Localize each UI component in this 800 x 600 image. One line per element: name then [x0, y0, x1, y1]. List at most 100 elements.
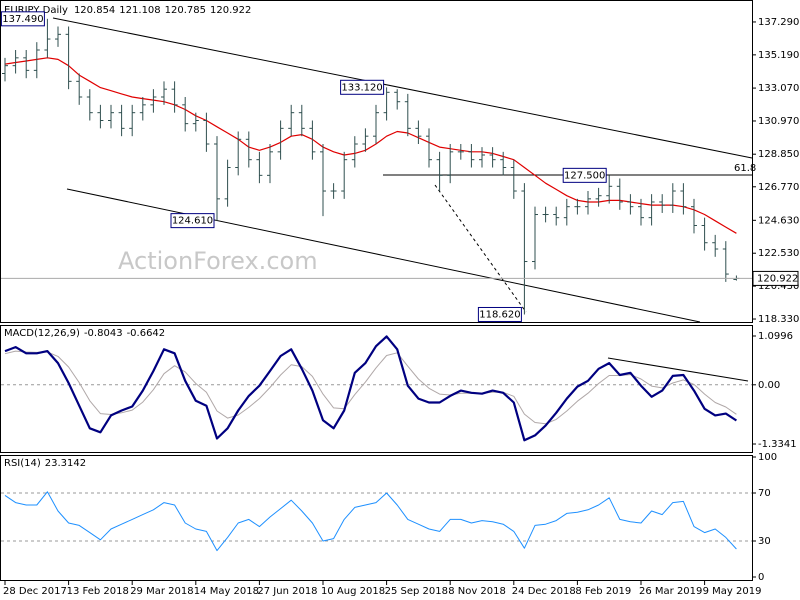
ohlc-bar: [606, 175, 613, 204]
moving-average: [4, 57, 737, 234]
ohlc-bar: [457, 144, 464, 160]
low: 120.785: [165, 5, 206, 16]
ohlc-bar: [192, 112, 199, 132]
price-tag-label: 120.922: [757, 273, 798, 284]
ohlc-bar: [12, 50, 19, 74]
ohlc-bar: [65, 26, 72, 90]
y-tick-label: 137.290: [758, 17, 799, 28]
ohlc-bar: [351, 136, 358, 168]
y-tick-label: 0: [758, 572, 764, 583]
channel-line: [66, 188, 701, 323]
ohlc-bar: [447, 144, 454, 184]
y-tick-label: 120.430: [758, 281, 799, 292]
ohlc-bar: [298, 104, 305, 137]
ohlc-bar: [648, 194, 655, 226]
ohlc-bar: [542, 206, 549, 223]
ohlc-bar: [574, 198, 581, 215]
y-tick-label: 0.00: [758, 380, 780, 391]
annotation-box: [340, 79, 385, 95]
ohlc-bar: [415, 120, 422, 145]
ohlc-bar: [214, 136, 220, 221]
ohlc-bar: [701, 217, 708, 251]
ohlc-bar: [288, 104, 295, 137]
y-tick-label: 126.770: [758, 182, 799, 193]
ohlc-bar: [394, 89, 401, 110]
macd-value: -0.8043: [84, 328, 123, 339]
ohlc-bar: [595, 187, 602, 207]
ohlc-bar: [479, 147, 485, 168]
ohlc-bar: [500, 151, 507, 176]
signal-value: -0.6642: [127, 328, 166, 339]
ohlc-bar: [97, 104, 104, 129]
x-tick-label: 24 Dec 2018: [512, 586, 576, 597]
ohlc-bar: [76, 73, 83, 105]
title: EURJPY,Daily: [4, 5, 68, 16]
ohlc-bar: [468, 144, 475, 168]
ohlc-bar: [277, 120, 284, 160]
annotation-box: [0, 11, 45, 27]
ohlc-bar: [659, 194, 666, 213]
ohlc-bar: [245, 131, 252, 168]
ohlc-bar: [669, 183, 676, 213]
ohlc-bar: [383, 87, 390, 121]
ohlc-bar: [436, 151, 443, 192]
rsi-value: 23.3142: [45, 458, 86, 469]
ohlc-bar: [108, 104, 114, 129]
rsi-panel: [0, 455, 753, 581]
price-tag: [752, 270, 799, 286]
ohlc-bar: [161, 81, 167, 105]
ohlc-bar: [23, 50, 30, 79]
ohlc-bar: [171, 81, 178, 113]
fib-label: 61.8: [734, 163, 756, 174]
ohlc-bar: [627, 194, 634, 215]
ohlc-bar: [150, 89, 157, 113]
ohlc-bar: [563, 198, 570, 226]
title: MACD(12,26,9): [4, 328, 80, 339]
annotation-label: 124.610: [172, 216, 213, 227]
ohlc-bar: [224, 159, 231, 207]
ohlc-bar: [553, 206, 560, 226]
ohlc-bar: [616, 178, 623, 210]
annotation-label: 137.490: [2, 14, 43, 25]
y-tick-label: 30: [758, 536, 771, 547]
ohlc-bar: [373, 104, 379, 145]
rsi-line: [4, 491, 737, 552]
y-tick-label: 100: [758, 452, 777, 463]
x-tick-label: 14 May 2018: [194, 586, 259, 597]
ohlc-bar: [86, 89, 93, 121]
macd-trendline: [607, 357, 749, 382]
ohlc-bar: [309, 120, 316, 160]
y-tick-label: 1.0996: [758, 331, 793, 342]
ohlc-bar: [33, 42, 40, 79]
x-tick-label: 25 Sep 2018: [385, 586, 448, 597]
x-tick-label: 27 Jun 2018: [257, 586, 317, 597]
y-tick-label: 70: [758, 488, 771, 499]
ohlc-bar: [182, 97, 189, 132]
ohlc-bar: [404, 93, 411, 137]
y-tick-label: 135.190: [758, 50, 799, 61]
frames: [0, 0, 753, 581]
x-tick-label: 8 Nov 2018: [448, 586, 506, 597]
ohlc-bar: [55, 26, 61, 47]
annotation-label: 118.620: [479, 309, 520, 320]
y-tick-label: -1.3341: [758, 439, 797, 450]
x-tick-label: 8 Feb 2019: [575, 586, 631, 597]
high: 121.108: [119, 5, 160, 16]
x-tick-label: 13 Feb 2018: [67, 586, 129, 597]
ohlc-bar: [203, 112, 210, 152]
x-tick-label: 28 Dec 2017: [3, 586, 67, 597]
macd-panel: [0, 325, 753, 453]
ohlc-bar: [510, 159, 517, 199]
ohlc-bar: [129, 104, 136, 137]
ohlc-bar: [362, 128, 369, 152]
ohlc-bar: [320, 144, 326, 217]
rsi-header: RSI(14) 23.3142: [4, 458, 86, 469]
fib-line: [434, 184, 527, 313]
macd-header: MACD(12,26,9) -0.8043 -0.6642: [4, 328, 165, 339]
y-tick-label: 124.630: [758, 215, 799, 226]
y-tick-label: 128.850: [758, 149, 799, 160]
ohlc-bar: [139, 97, 146, 121]
y-tick-label: 122.530: [758, 248, 799, 259]
